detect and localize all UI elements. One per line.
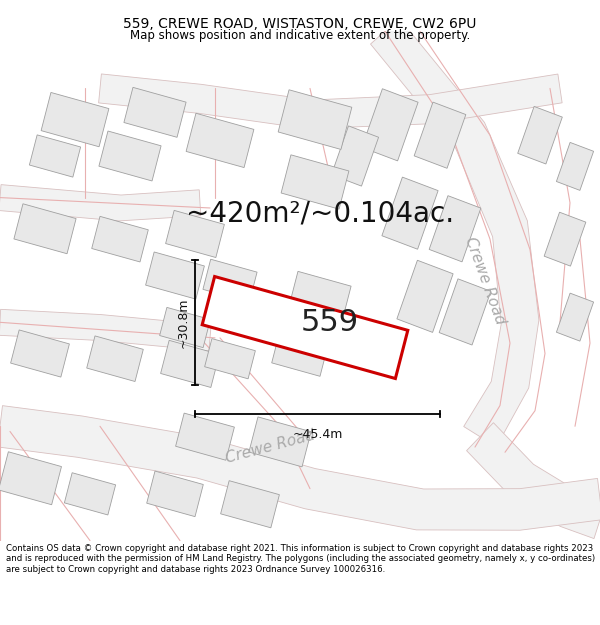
Polygon shape <box>556 293 593 341</box>
Polygon shape <box>186 113 254 168</box>
Polygon shape <box>147 471 203 517</box>
Polygon shape <box>222 289 278 335</box>
Polygon shape <box>205 339 256 379</box>
Text: ~30.8m: ~30.8m <box>176 297 190 348</box>
Polygon shape <box>467 422 600 539</box>
Polygon shape <box>0 452 61 505</box>
Text: ~45.4m: ~45.4m <box>292 428 343 441</box>
Polygon shape <box>0 184 201 221</box>
Polygon shape <box>98 74 562 129</box>
Polygon shape <box>382 177 438 249</box>
Text: Crewe Road: Crewe Road <box>224 428 316 466</box>
Polygon shape <box>87 336 143 381</box>
Polygon shape <box>166 211 224 258</box>
Polygon shape <box>176 413 235 460</box>
Polygon shape <box>92 216 148 262</box>
Polygon shape <box>397 260 453 332</box>
Polygon shape <box>556 142 593 191</box>
Polygon shape <box>371 19 539 447</box>
Polygon shape <box>221 481 280 528</box>
Polygon shape <box>414 102 466 168</box>
Polygon shape <box>124 88 186 138</box>
Polygon shape <box>544 213 586 266</box>
Text: 559, CREWE ROAD, WISTASTON, CREWE, CW2 6PU: 559, CREWE ROAD, WISTASTON, CREWE, CW2 6… <box>124 18 476 31</box>
Polygon shape <box>278 90 352 149</box>
Text: Map shows position and indicative extent of the property.: Map shows position and indicative extent… <box>130 29 470 42</box>
Polygon shape <box>362 89 418 161</box>
Polygon shape <box>439 279 491 345</box>
Text: ~420m²/~0.104ac.: ~420m²/~0.104ac. <box>186 199 454 227</box>
Text: 559: 559 <box>301 308 359 337</box>
Polygon shape <box>518 106 562 164</box>
Polygon shape <box>429 196 481 262</box>
Polygon shape <box>64 472 116 515</box>
Polygon shape <box>29 135 80 177</box>
Polygon shape <box>202 276 408 379</box>
Polygon shape <box>289 271 351 321</box>
Polygon shape <box>14 204 76 254</box>
Polygon shape <box>0 309 211 351</box>
Polygon shape <box>161 341 220 388</box>
Polygon shape <box>281 155 349 209</box>
Polygon shape <box>331 126 379 186</box>
Text: Contains OS data © Crown copyright and database right 2021. This information is : Contains OS data © Crown copyright and d… <box>6 544 595 574</box>
Polygon shape <box>146 252 205 299</box>
Polygon shape <box>249 417 311 467</box>
Polygon shape <box>99 131 161 181</box>
Polygon shape <box>272 331 328 376</box>
Text: Crewe Road: Crewe Road <box>462 235 508 326</box>
Polygon shape <box>0 406 600 530</box>
Polygon shape <box>160 308 211 348</box>
Polygon shape <box>11 330 70 377</box>
Polygon shape <box>203 259 257 302</box>
Polygon shape <box>41 92 109 147</box>
